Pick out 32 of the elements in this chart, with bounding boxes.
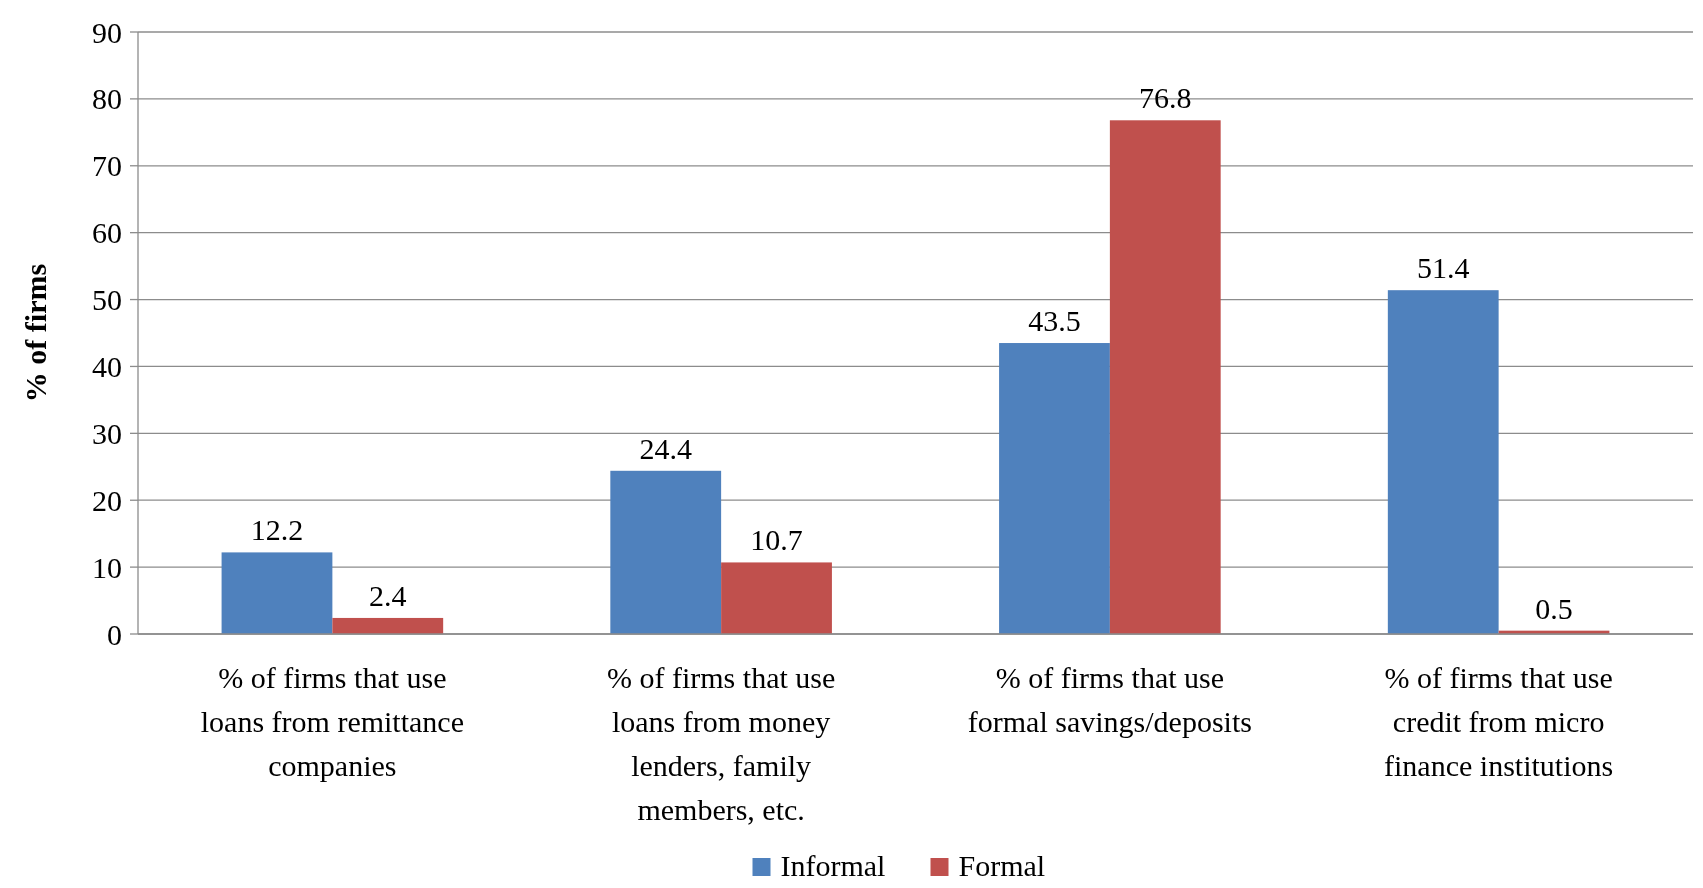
y-tick-label: 70 xyxy=(92,149,122,183)
bar xyxy=(221,552,333,634)
x-tick-label: % of firms that use credit from micro finance institutions xyxy=(1384,661,1614,782)
data-label: 24.4 xyxy=(639,431,692,465)
bar xyxy=(721,562,832,634)
y-tick-label: 0 xyxy=(107,617,122,651)
y-tick-label: 40 xyxy=(92,349,122,383)
bar xyxy=(999,343,1110,634)
y-tick-label: 50 xyxy=(92,283,122,317)
y-tick-label: 90 xyxy=(92,15,122,49)
x-tick-label: % of firms that use formal savings/deposits xyxy=(967,661,1252,738)
data-label: 76.8 xyxy=(1139,81,1192,115)
x-tick-label: % of firms that use loans from money lenders, family members, etc. xyxy=(606,661,836,826)
data-label: 51.4 xyxy=(1416,251,1470,285)
bar xyxy=(332,617,444,634)
x-tick-label: % of firms that use loans from remittance companies xyxy=(200,661,464,782)
legend-label: Formal xyxy=(958,849,1046,882)
bar xyxy=(1387,290,1499,634)
data-label: 2.4 xyxy=(369,578,407,612)
data-label: 12.2 xyxy=(250,513,304,547)
y-tick-label: 60 xyxy=(92,216,122,250)
legend-label: Informal xyxy=(780,849,886,882)
data-label: 10.7 xyxy=(750,523,803,557)
data-label: 0.5 xyxy=(1535,591,1573,625)
data-label: 43.5 xyxy=(1028,304,1081,338)
bar xyxy=(1109,120,1221,634)
y-tick-label: 10 xyxy=(92,550,122,584)
y-tick-label: 80 xyxy=(92,82,122,116)
bar xyxy=(610,470,722,634)
y-tick-label: 20 xyxy=(92,483,122,517)
y-axis-title: % of firms xyxy=(19,263,52,403)
y-tick-label: 30 xyxy=(92,416,122,450)
